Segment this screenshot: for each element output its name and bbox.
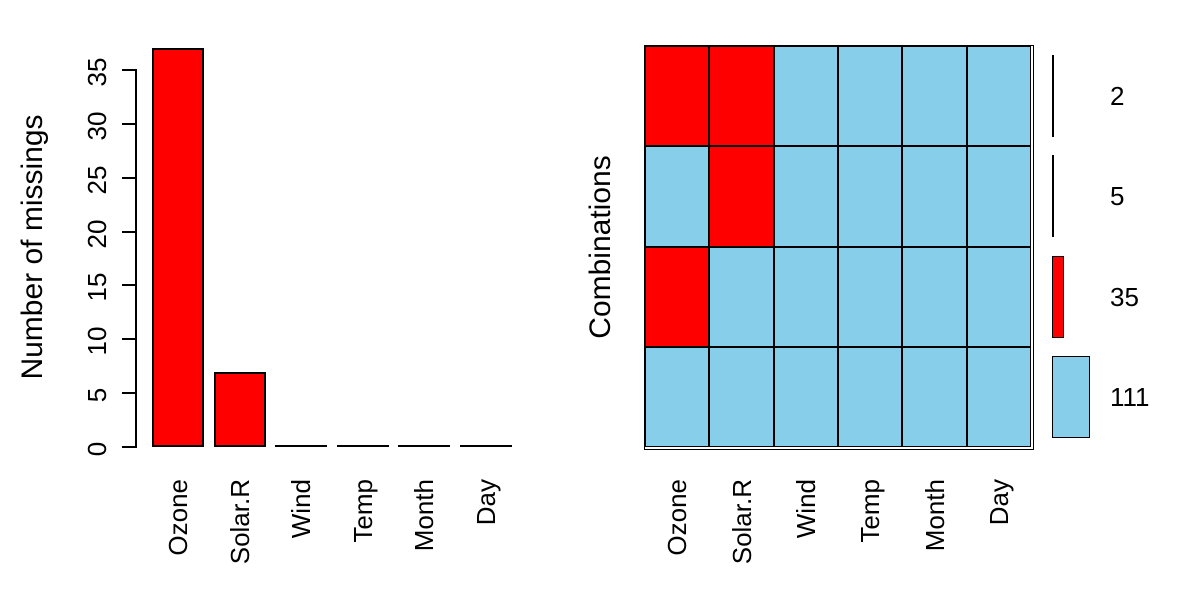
y-tick-label-text: 15 (82, 272, 112, 302)
legend-count-label: 35 (1110, 281, 1139, 312)
left-y-axis-title-text: Number of missings (16, 114, 49, 380)
y-tick-label-text: 10 (82, 326, 112, 356)
x-category-label-solar.r-text: Solar.R (224, 479, 255, 565)
combinations-grid-chart: Combinations Ozone Solar.R Wind Temp Month Da… (584, 0, 1200, 600)
cell-row3-day (966, 246, 1031, 347)
y-axis-line (135, 69, 137, 448)
y-tick-label-text: 25 (82, 165, 112, 195)
legend-count-label: 111 (1110, 381, 1150, 412)
legend-count-label: 5 (1110, 181, 1125, 212)
cell-row2-month (902, 146, 967, 247)
cell-row2-solar.r (709, 146, 774, 247)
y-tick-label-text: 35 (82, 57, 112, 87)
cell-row3-wind (773, 246, 838, 347)
cell-row2-wind (773, 146, 838, 247)
missings-bar-chart: Number of missings 0 5 10 15 20 25 30 35 Ozone So… (16, 48, 512, 565)
bar-ozone (152, 48, 204, 447)
x-category-label-month-text: Month (409, 479, 439, 552)
bar-zero-wind (275, 445, 327, 447)
legend-bar-35 (1052, 255, 1064, 338)
cell-row1-solar.r (709, 46, 774, 147)
cell-row4-ozone (645, 346, 710, 447)
cell-row3-solar.r (709, 246, 774, 347)
x-category-label-temp-text: Temp (347, 479, 378, 543)
x-category-label-day-text: Day (470, 479, 501, 526)
y-tick (122, 69, 137, 71)
cell-row4-day (966, 346, 1031, 447)
legend-bar-111 (1052, 355, 1090, 438)
y-tick-label-text: 30 (82, 111, 112, 141)
cell-row4-temp (838, 346, 903, 447)
x-category-label-temp-text: Temp (855, 479, 886, 543)
y-tick-label-text: 20 (82, 219, 112, 249)
cell-row3-temp (838, 246, 903, 347)
x-category-label-month-text: Month (919, 479, 950, 552)
x-category-label-wind-text: Wind (286, 479, 316, 539)
x-category-label-ozone-text: Ozone (163, 479, 193, 556)
y-tick (122, 392, 137, 395)
legend-bar-2 (1052, 55, 1054, 138)
y-tick-label-text: 0 (82, 441, 112, 457)
x-category-label-ozone-text: Ozone (662, 479, 693, 556)
cell-row3-ozone (645, 246, 710, 347)
cell-row4-solar.r (709, 346, 774, 447)
cell-row1-month (902, 46, 967, 147)
legend-count-label: 2 (1110, 81, 1125, 112)
cell-row1-temp (838, 46, 903, 147)
y-tick (122, 122, 137, 125)
cell-row2-temp (838, 146, 903, 247)
cell-row1-day (966, 46, 1031, 147)
x-category-label-day-text: Day (983, 479, 1014, 526)
bar-zero-temp (336, 445, 389, 447)
cell-row4-month (902, 346, 967, 447)
y-tick (122, 284, 137, 287)
x-category-label-solar.r-text: Solar.R (726, 479, 757, 565)
cell-row2-day (966, 146, 1031, 247)
cell-row4-wind (773, 346, 838, 447)
y-tick-label-text: 5 (82, 387, 112, 403)
bar-zero-month (398, 445, 450, 447)
y-tick (122, 446, 137, 448)
cell-row1-wind (773, 46, 838, 147)
legend-bar-5 (1052, 155, 1054, 238)
bar-solar.r (213, 371, 266, 447)
right-y-axis-title-text: Combinations (584, 155, 617, 339)
cell-row1-ozone (645, 46, 710, 147)
y-tick (122, 230, 137, 233)
y-tick (122, 176, 137, 179)
x-category-label-wind-text: Wind (790, 479, 821, 539)
y-tick (122, 338, 137, 341)
cell-row2-ozone (645, 146, 710, 247)
combination-grid (644, 45, 1034, 450)
bar-zero-day (459, 445, 512, 447)
cell-row3-month (902, 246, 967, 347)
